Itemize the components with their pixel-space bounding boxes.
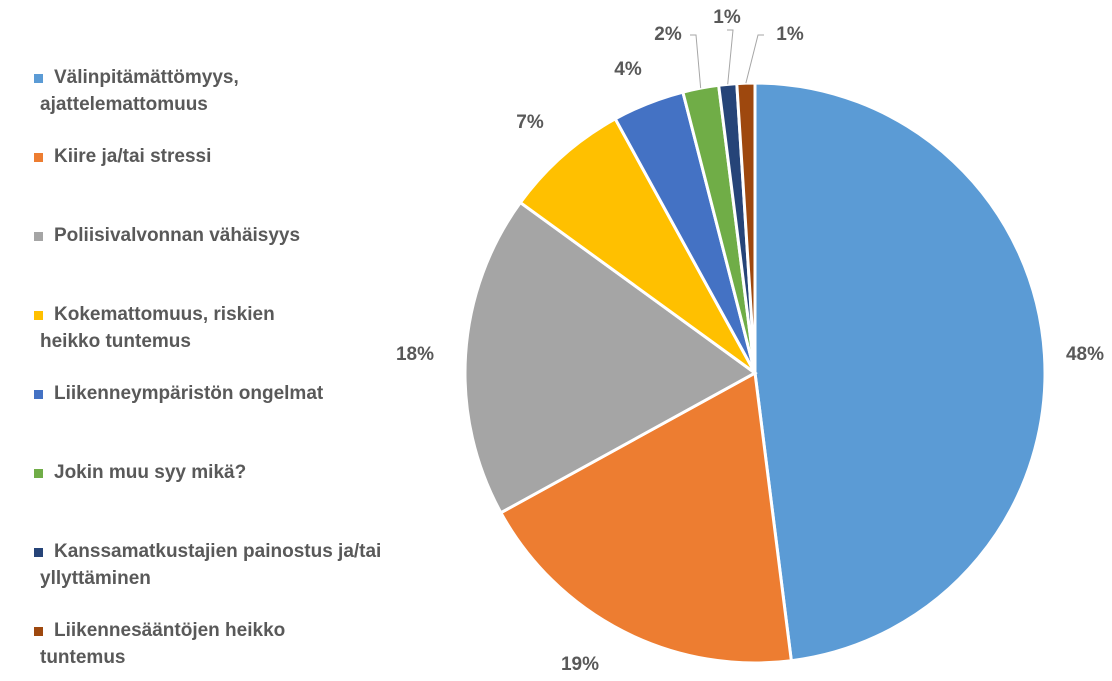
data-label: 19% [561,654,599,675]
legend-entry: Jokin muu syy mikä? [34,459,380,486]
legend-entry: Liikennesääntöjen heikko tuntemus [34,617,300,671]
legend-swatch [34,469,43,478]
legend-label: Liikennesääntöjen heikko tuntemus [40,620,286,668]
legend-label: Kanssamatkustajien painostus ja/tai ylly… [40,541,382,589]
data-label: 1% [713,7,741,28]
legend-swatch [34,548,43,557]
legend-swatch [34,311,43,320]
pie-slice [463,200,758,515]
legend-swatch [34,232,43,241]
legend-entry: Kiire ja/tai stressi [34,143,380,170]
legend-entry: Liikenneympäristön ongelmat [34,380,380,407]
pie-slice [498,370,794,665]
data-label: 7% [516,112,544,133]
data-label: 18% [396,344,434,365]
legend-label: Välinpitämättömyys, ajattelemattomuus [40,67,239,115]
pie-slice [518,116,757,375]
legend-label: Kiire ja/tai stressi [54,146,212,167]
legend-swatch [34,74,43,83]
data-label: 48% [1066,344,1104,365]
leader-line [727,29,734,85]
legend-label: Jokin muu syy mikä? [54,462,247,483]
data-label: 1% [776,24,804,45]
data-label: 2% [654,24,682,45]
legend-entry: Välinpitämättömyys, ajattelemattomuus [34,64,320,118]
legend-swatch [34,627,43,636]
legend-swatch [34,390,43,399]
legend-label: Poliisivalvonnan vähäisyys [54,225,301,246]
legend-entry: Poliisivalvonnan vähäisyys [34,222,380,249]
data-label: 4% [614,59,642,80]
legend-entry: Kokemattomuus, riskien heikko tuntemus [34,301,330,355]
pie-slice [753,81,1047,663]
leader-line [690,34,702,89]
legend-swatch [34,153,43,162]
leader-line [745,34,764,84]
legend-label: Kokemattomuus, riskien heikko tuntemus [40,304,275,352]
legend-entry: Kanssamatkustajien painostus ja/tai ylly… [34,538,390,592]
legend-label: Liikenneympäristön ongelmat [54,383,324,404]
